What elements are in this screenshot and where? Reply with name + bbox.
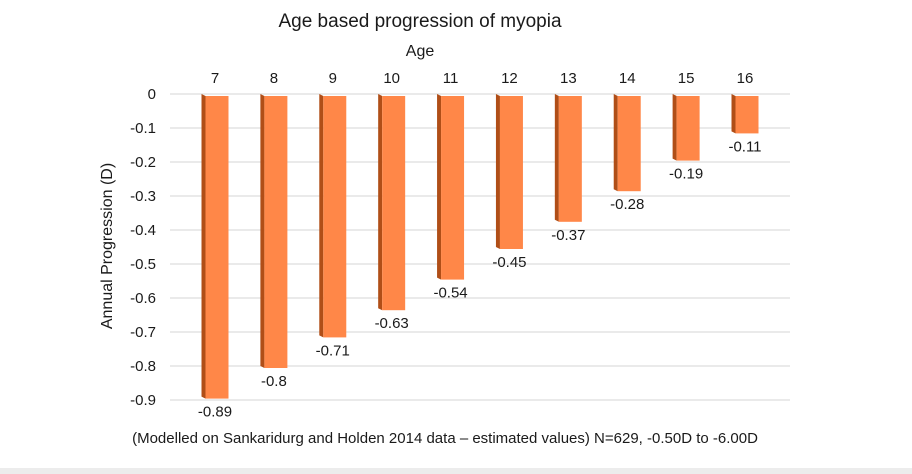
bar	[319, 94, 347, 338]
y-axis-ticks: 0 -0.1 -0.2 -0.3 -0.4 -0.5 -0.6 -0.7 -0.8 -0.9	[130, 86, 156, 409]
bar-front	[205, 96, 229, 399]
data-label: -0.89	[198, 404, 232, 421]
y-tick-label: -0.7	[130, 324, 156, 341]
x-tick-label: 14	[619, 70, 636, 87]
y-tick-label: -0.5	[130, 256, 156, 273]
bar-front	[499, 96, 523, 249]
bar-front	[441, 96, 465, 280]
data-label: -0.8	[261, 373, 287, 390]
bar-side	[319, 94, 324, 338]
y-tick-label: -0.1	[130, 120, 156, 137]
bar-side	[672, 94, 677, 161]
x-tick-label: 7	[211, 70, 219, 87]
y-tick-label: -0.2	[130, 154, 156, 171]
y-tick-label: -0.6	[130, 290, 156, 307]
bar-front	[617, 96, 641, 192]
y-tick-label: -0.4	[130, 222, 156, 239]
bar	[495, 94, 523, 249]
chart-title: Age based progression of myopia	[278, 11, 561, 32]
data-label: -0.63	[375, 315, 409, 332]
x-tick-label: 10	[383, 70, 400, 87]
chart-footnote: (Modelled on Sankaridurg and Holden 2014…	[132, 430, 758, 447]
bottom-strip	[0, 468, 912, 474]
bar-side	[378, 94, 383, 311]
data-label: -0.45	[492, 254, 526, 271]
y-tick-label: -0.8	[130, 358, 156, 375]
bar-side	[201, 94, 206, 399]
bar-side	[495, 94, 500, 249]
bar-side	[554, 94, 559, 222]
bars	[201, 94, 759, 399]
x-tick-label: 9	[329, 70, 337, 87]
bar-front	[382, 96, 406, 311]
bar	[260, 94, 288, 368]
bar	[613, 94, 641, 192]
y-tick-label: -0.3	[130, 188, 156, 205]
x-tick-label: 12	[501, 70, 518, 87]
data-label: -0.37	[551, 227, 585, 244]
bar	[554, 94, 582, 222]
data-label: -0.11	[728, 138, 761, 155]
bar	[201, 94, 229, 399]
x-tick-label: 13	[560, 70, 577, 87]
bar	[437, 94, 465, 280]
bar	[731, 94, 759, 134]
bar-side	[731, 94, 736, 134]
y-axis-label: Annual Progression (D)	[99, 163, 116, 329]
y-tick-label: -0.9	[130, 392, 156, 409]
bar-front	[264, 96, 288, 368]
x-axis-label: Age	[406, 43, 435, 60]
bar	[378, 94, 406, 311]
bar-side	[437, 94, 442, 280]
bar-front	[676, 96, 700, 161]
data-labels: -0.89 -0.8 -0.71 -0.63 -0.54 -0.45 -0.37 -0.28 -…	[198, 138, 762, 420]
data-label: -0.19	[669, 166, 703, 183]
x-tick-label: 11	[443, 70, 459, 87]
bar	[672, 94, 700, 161]
x-axis-ticks: 7 8 9 10 11 12 13 14 15 16	[211, 70, 754, 87]
y-tick-label: 0	[148, 86, 156, 103]
x-tick-label: 16	[737, 70, 754, 87]
bar-side	[613, 94, 618, 192]
bar-side	[260, 94, 265, 368]
data-label: -0.28	[610, 196, 644, 213]
x-tick-label: 15	[678, 70, 695, 87]
bar-front	[323, 96, 347, 338]
data-label: -0.54	[433, 285, 467, 302]
bar-front	[735, 96, 759, 134]
bar-front	[558, 96, 582, 222]
x-tick-label: 8	[270, 70, 278, 87]
data-label: -0.71	[316, 342, 350, 359]
